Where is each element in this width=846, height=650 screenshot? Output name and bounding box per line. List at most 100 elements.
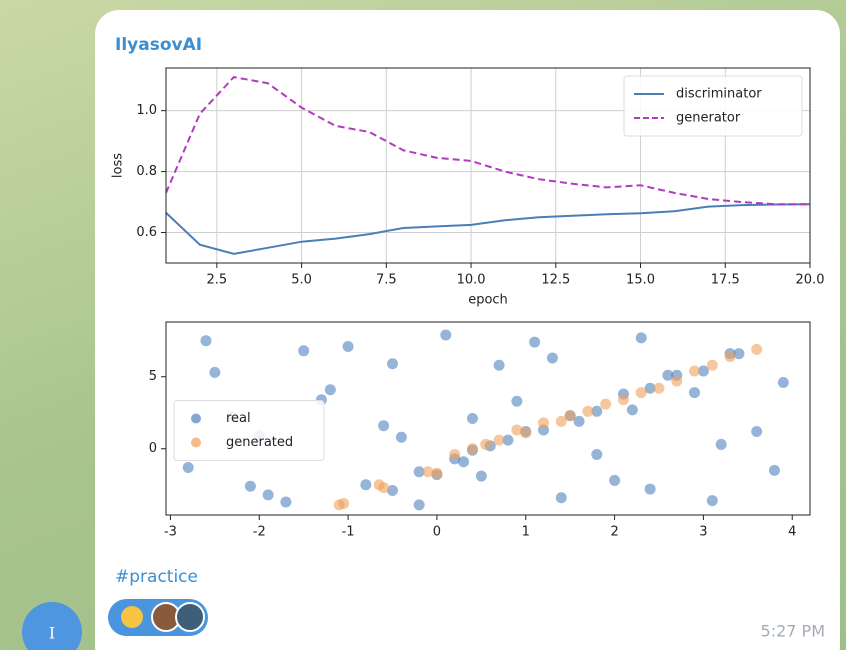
- scatter-point: [449, 449, 461, 461]
- scatter-point: [413, 499, 425, 511]
- scatter-point: [387, 358, 399, 370]
- reactor-avatar: [175, 602, 205, 632]
- line-series: [166, 203, 810, 255]
- scatter-point: [671, 375, 683, 387]
- y-tick-label: 5: [149, 369, 157, 384]
- x-tick-label: 0: [433, 525, 441, 540]
- scatter-point: [502, 434, 514, 446]
- timestamp: 5:27 PM: [761, 622, 825, 641]
- x-tick-label: 12.5: [541, 273, 570, 288]
- x-tick-label: 17.5: [711, 273, 740, 288]
- scatter-point: [458, 456, 470, 468]
- x-tick-label: 10.0: [457, 273, 486, 288]
- scatter-point: [338, 497, 350, 509]
- avatar[interactable]: [22, 602, 82, 650]
- x-tick-label: 4: [788, 525, 796, 540]
- scatter-point: [466, 413, 478, 424]
- scatter-point: [706, 359, 718, 371]
- x-tick-label: 15.0: [626, 273, 655, 288]
- scatter-point: [378, 482, 390, 494]
- reactions[interactable]: [108, 599, 208, 636]
- scatter-point: [777, 376, 789, 388]
- scatter-point: [360, 479, 372, 491]
- axes-frame: [165, 321, 811, 516]
- scatter-point: [564, 410, 576, 422]
- scatter-point: [689, 365, 701, 377]
- scatter-point: [662, 369, 674, 381]
- y-tick-label: 1.0: [136, 103, 157, 118]
- scatter-point: [493, 434, 505, 446]
- x-tick-label: -3: [164, 525, 177, 540]
- y-tick-label: 0: [149, 441, 157, 456]
- x-tick-label: 7.5: [376, 273, 397, 288]
- scatter-point: [529, 336, 541, 348]
- scatter-point: [520, 427, 532, 439]
- x-tick-label: -2: [253, 525, 266, 540]
- axes-frame: [165, 67, 811, 264]
- legend-swatch: [191, 413, 201, 424]
- scatter-point: [395, 431, 407, 443]
- thumbs-icon: [121, 606, 143, 628]
- x-tick-label: 3: [699, 525, 707, 540]
- scatter-point: [591, 449, 603, 461]
- scatter-point: [555, 415, 567, 427]
- x-tick-label: 1: [522, 525, 530, 540]
- scatter-point: [653, 382, 665, 394]
- y-tick-label: 0.6: [136, 225, 157, 240]
- scatter-point: [511, 395, 523, 407]
- scatter-point: [511, 424, 523, 436]
- scatter-point: [200, 335, 212, 347]
- x-tick-label: 2.5: [206, 273, 227, 288]
- scatter-point: [387, 485, 399, 497]
- scatter-point: [422, 466, 434, 478]
- scatter-point: [609, 474, 621, 486]
- scatter-point: [751, 425, 763, 437]
- x-tick-label: 20.0: [796, 273, 825, 288]
- scatter-point: [280, 496, 292, 508]
- avatar-letter: I: [49, 624, 55, 643]
- scatter-point: [733, 348, 745, 360]
- scatter-point: [475, 470, 487, 482]
- scatter-point: [768, 464, 780, 476]
- hashtag[interactable]: #practice: [115, 567, 198, 587]
- scatter-point: [262, 489, 274, 501]
- scatter-point: [751, 343, 763, 355]
- scatter-point: [298, 345, 310, 357]
- scatter-point: [573, 415, 585, 427]
- scatter-point: [480, 438, 492, 450]
- scatter-point: [538, 417, 550, 429]
- scatter-point: [715, 438, 727, 450]
- scatter-point: [209, 366, 221, 378]
- scatter-point: [182, 461, 194, 473]
- legend-box: [173, 400, 325, 461]
- scatter-point: [342, 340, 354, 352]
- scatter-point: [635, 332, 647, 344]
- line-series: [166, 76, 810, 206]
- scatter-point: [706, 495, 718, 507]
- scatter-point: [644, 483, 656, 495]
- x-axis-label: epoch: [468, 293, 508, 308]
- legend-label: generated: [226, 435, 293, 450]
- scatter-point: [697, 365, 709, 377]
- x-tick-label: 5.0: [291, 273, 312, 288]
- scatter-point: [635, 387, 647, 399]
- scatter-point: [724, 351, 736, 363]
- legend-label: generator: [676, 111, 741, 126]
- scatter-point: [466, 443, 478, 455]
- legend-box: [623, 75, 803, 137]
- legend-label: discriminator: [676, 87, 762, 102]
- scatter-point: [555, 492, 567, 504]
- scatter-point: [689, 387, 701, 399]
- scatter-point: [440, 329, 452, 341]
- author[interactable]: IlyasovAI: [115, 35, 202, 55]
- x-tick-label: -1: [342, 525, 355, 540]
- scatter-point: [244, 480, 256, 492]
- scatter-point: [644, 382, 656, 394]
- scatter-point: [378, 420, 390, 432]
- y-tick-label: 0.8: [136, 164, 157, 179]
- scatter-point: [431, 467, 443, 479]
- scatter-point: [493, 359, 505, 371]
- legend-swatch: [191, 437, 201, 448]
- scatter-point: [546, 352, 558, 364]
